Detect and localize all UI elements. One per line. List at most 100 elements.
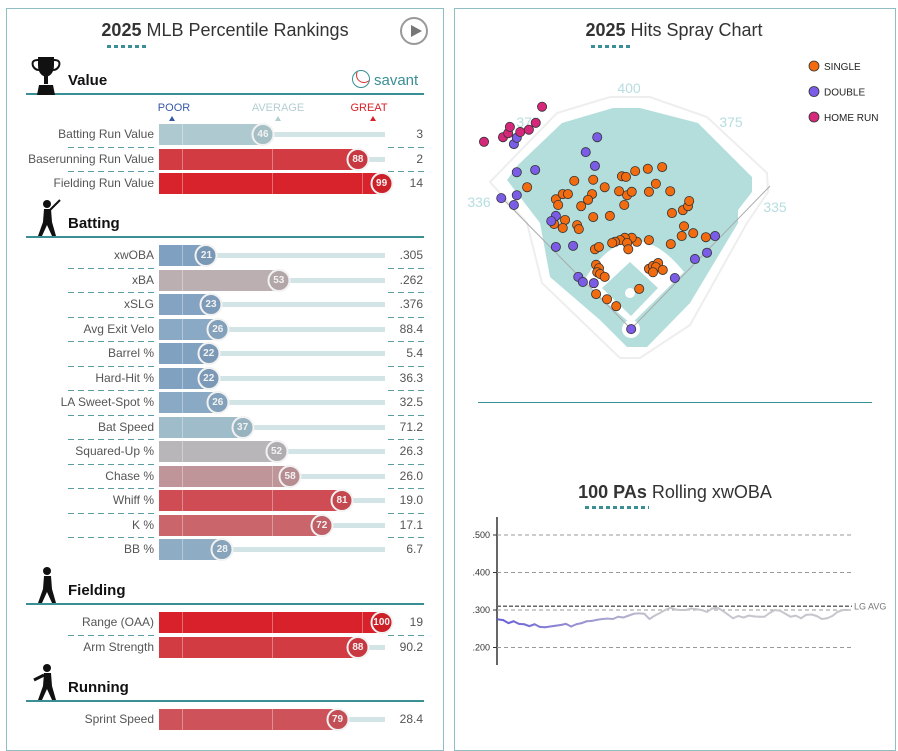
hit-hr[interactable] [530,117,541,128]
hit-single[interactable] [657,162,668,173]
percentile-row[interactable]: Whiff % 81 19.0 [0,488,440,514]
xwoba-line-segment [716,606,724,612]
hit-single[interactable] [599,271,610,282]
percentile-bar [159,343,209,364]
hit-double[interactable] [710,231,721,242]
percentile-row[interactable]: Squared-Up % 52 26.3 [0,439,440,465]
hit-single[interactable] [666,208,677,219]
hit-single[interactable] [647,267,658,278]
hit-hr[interactable] [479,136,490,147]
hit-single[interactable] [623,244,634,255]
hit-hr[interactable] [523,124,534,135]
percentile-badge: 37 [231,415,255,439]
hit-double[interactable] [626,324,637,335]
metric-label: Fielding Run Value [53,176,154,190]
hit-single[interactable] [619,200,630,211]
hit-single[interactable] [676,231,687,242]
hit-single[interactable] [522,182,533,193]
section-divider [26,603,424,605]
hit-single[interactable] [657,264,668,275]
hit-single[interactable] [591,289,602,300]
hit-double[interactable] [580,147,591,158]
hit-single[interactable] [634,283,645,294]
hit-single[interactable] [614,186,625,197]
hit-single[interactable] [576,201,587,212]
percentile-row[interactable]: Range (OAA) 100 19 [0,610,440,636]
hit-double[interactable] [530,164,541,175]
hit-single[interactable] [611,301,622,312]
percentile-row[interactable]: Arm Strength 88 90.2 [0,635,440,660]
percentile-row[interactable]: LA Sweet-Spot % 26 32.5 [0,390,440,416]
hit-single[interactable] [626,186,637,197]
hit-double[interactable] [568,240,579,251]
percentile-row[interactable]: Barrel % 22 5.4 [0,341,440,367]
hit-single[interactable] [688,228,699,239]
play-button[interactable] [400,17,428,45]
percentile-row[interactable]: xBA 53 .262 [0,268,440,293]
hit-double[interactable] [511,190,522,201]
hit-double[interactable] [577,277,588,288]
percentile-track [159,400,385,405]
hit-double[interactable] [589,160,600,171]
hit-hr[interactable] [537,101,548,112]
hit-single[interactable] [593,241,604,252]
runner-icon [30,662,62,702]
percentile-row[interactable]: Baserunning Run Value 88 2 [0,147,440,172]
section-title-running: Running [68,679,129,696]
percentile-row[interactable]: xwOBA 21 .305 [0,243,440,269]
hit-double[interactable] [689,254,700,265]
percentile-row[interactable]: Hard-Hit % 22 36.3 [0,366,440,391]
hit-single[interactable] [642,163,653,174]
metric-value: .376 [399,297,423,311]
hit-hr[interactable] [515,127,526,138]
hit-single[interactable] [588,212,599,223]
hit-single[interactable] [583,194,594,205]
hit-single[interactable] [620,171,631,182]
percentile-row[interactable]: Chase % 58 26.0 [0,464,440,489]
hit-double[interactable] [588,278,599,289]
hit-single[interactable] [562,189,573,200]
percentile-row[interactable]: K % 72 17.1 [0,513,440,538]
percentile-row[interactable]: Batting Run Value 46 3 [0,122,440,148]
hit-single[interactable] [665,186,676,197]
hit-single[interactable] [599,182,610,193]
hit-single[interactable] [569,175,580,186]
xwoba-line-segment [815,615,823,620]
hit-single[interactable] [643,186,654,197]
hit-single[interactable] [557,222,568,233]
hit-single[interactable] [684,195,695,206]
percentile-row[interactable]: Fielding Run Value 99 14 [0,171,440,196]
hit-double[interactable] [592,132,603,143]
percentile-badge: 81 [330,489,354,512]
percentile-badge: 46 [251,123,275,146]
hit-single[interactable] [630,166,641,177]
percentile-row[interactable]: BB % 28 6.7 [0,537,440,562]
hit-single[interactable] [604,210,615,221]
xwoba-line-segment [648,614,656,620]
hit-single[interactable] [650,178,661,189]
percentile-badge: 23 [199,293,223,316]
savant-logo[interactable]: savant [352,70,418,89]
hit-single[interactable] [553,200,564,211]
percentile-row[interactable]: Sprint Speed 79 28.4 [0,707,440,732]
hit-single[interactable] [700,232,711,243]
percentile-row[interactable]: xSLG 23 .376 [0,292,440,318]
hit-double[interactable] [546,216,557,227]
hit-double[interactable] [511,167,522,178]
hit-single[interactable] [665,239,676,250]
percentile-row[interactable]: Avg Exit Velo 26 88.4 [0,317,440,342]
percentile-row[interactable]: Bat Speed 37 71.2 [0,415,440,440]
hit-double[interactable] [496,193,507,204]
hit-hr[interactable] [504,121,515,132]
hit-single[interactable] [602,294,613,305]
hit-single[interactable] [679,221,690,232]
hit-double[interactable] [508,200,519,211]
hit-single[interactable] [588,174,599,185]
hit-double[interactable] [550,241,561,252]
hit-single[interactable] [573,224,584,235]
hit-single[interactable] [607,237,618,248]
spray-title-underline [591,45,631,48]
hit-single[interactable] [643,235,654,246]
hit-double[interactable] [669,272,680,283]
hit-double[interactable] [702,247,713,258]
